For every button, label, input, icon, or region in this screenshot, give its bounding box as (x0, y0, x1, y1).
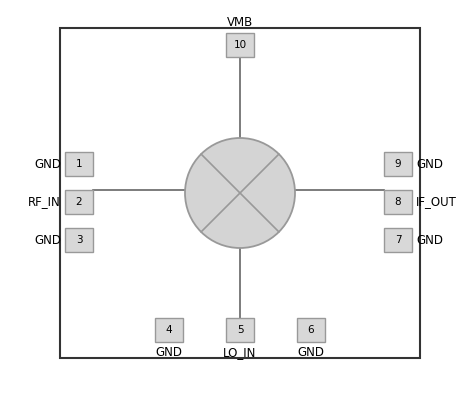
Text: GND: GND (416, 158, 443, 171)
Text: 7: 7 (395, 235, 401, 245)
Text: 9: 9 (395, 159, 401, 169)
Text: GND: GND (416, 234, 443, 247)
Bar (384, 190, 412, 214)
Text: GND: GND (156, 346, 183, 359)
Text: 2: 2 (76, 197, 82, 207)
Text: VMB: VMB (227, 16, 253, 29)
Bar (60, 28, 420, 358)
Bar (226, 33, 254, 57)
Text: 1: 1 (76, 159, 82, 169)
Bar (226, 318, 254, 342)
Bar (297, 318, 325, 342)
Bar (155, 318, 183, 342)
Text: 6: 6 (308, 325, 314, 335)
Text: 8: 8 (395, 197, 401, 207)
Text: IF_OUT: IF_OUT (416, 195, 457, 208)
Bar (384, 228, 412, 252)
Text: GND: GND (34, 234, 61, 247)
Text: LO_IN: LO_IN (223, 346, 257, 359)
Text: GND: GND (297, 346, 325, 359)
Bar (384, 152, 412, 176)
Text: 3: 3 (76, 235, 82, 245)
Circle shape (185, 138, 295, 248)
Bar (65, 152, 93, 176)
Text: 4: 4 (166, 325, 172, 335)
Text: 10: 10 (234, 40, 247, 50)
Bar (65, 228, 93, 252)
Bar (65, 190, 93, 214)
Text: 5: 5 (237, 325, 243, 335)
Text: GND: GND (34, 158, 61, 171)
Text: RF_IN: RF_IN (28, 195, 61, 208)
